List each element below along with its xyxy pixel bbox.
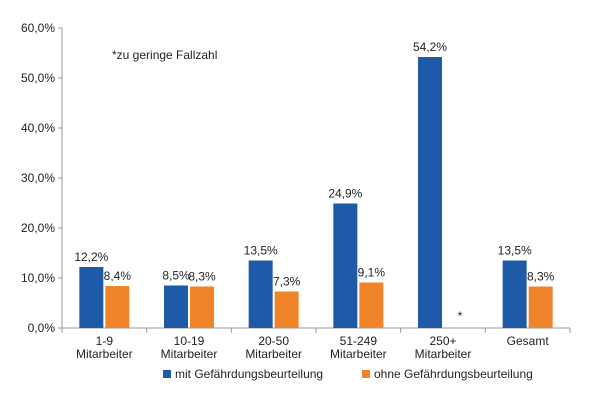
bar-value-label: 9,1% bbox=[358, 266, 386, 280]
bar-value-label: 8,3% bbox=[527, 270, 555, 284]
bar-mit bbox=[164, 285, 188, 328]
chart-note: *zu geringe Fallzahl bbox=[112, 48, 217, 62]
bar-value-label: 13,5% bbox=[244, 244, 278, 258]
bar-mit bbox=[418, 57, 442, 328]
y-tick-label: 0,0% bbox=[28, 321, 56, 335]
bar-value-label: 8,3% bbox=[188, 270, 216, 284]
bar-ohne bbox=[190, 286, 214, 328]
x-category-label: 250+ Mitarbeiter bbox=[415, 334, 472, 361]
bar-value-label: 8,5% bbox=[162, 269, 190, 283]
legend-label: ohne Gefährdungsbeurteilung bbox=[374, 367, 533, 381]
y-tick-label: 50,0% bbox=[21, 71, 55, 85]
legend: mit Gefährdungsbeurteilung ohne Gefährdun… bbox=[163, 367, 533, 381]
bars bbox=[79, 57, 553, 328]
y-tick-label: 10,0% bbox=[21, 271, 55, 285]
x-category-label: Gesamt bbox=[507, 334, 550, 348]
y-tick-label: 30,0% bbox=[21, 171, 55, 185]
bar-mit bbox=[502, 260, 527, 328]
legend-swatch bbox=[163, 370, 171, 378]
legend-swatch bbox=[362, 370, 370, 378]
bar-mit bbox=[248, 260, 273, 328]
x-category-label: 20-50 Mitarbeiter bbox=[245, 334, 302, 361]
x-category-label: 51-249 Mitarbeiter bbox=[330, 334, 387, 361]
bar-mit bbox=[79, 267, 104, 328]
bar-ohne bbox=[528, 286, 553, 328]
insufficient-sample-marker: * bbox=[458, 309, 463, 323]
bar-ohne bbox=[105, 286, 130, 328]
bar-mit bbox=[333, 203, 358, 328]
x-axis: 1-9 Mitarbeiter 10-19 Mitarbeiter 20-50 Mitar… bbox=[61, 327, 571, 361]
x-category-label: 1-9 Mitarbeiter bbox=[76, 334, 133, 361]
legend-label: mit Gefährdungsbeurteilung bbox=[175, 367, 323, 381]
data-labels: 12,2% 8,5% 13,5% 24,9% 54,2% 13,5% 8,4% 8,3% 7,3… bbox=[74, 40, 554, 323]
bar-value-label: 24,9% bbox=[328, 187, 362, 201]
bar-ohne bbox=[359, 282, 384, 328]
y-tick-label: 60,0% bbox=[21, 21, 55, 35]
x-category-label: 10-19 Mitarbeiter bbox=[161, 334, 218, 361]
bar-value-label: 12,2% bbox=[74, 250, 108, 264]
y-axis: 0,0% 10,0% 20,0% 30,0% 40,0% 50,0% 60,0% bbox=[21, 21, 63, 335]
bar-value-label: 8,4% bbox=[104, 269, 132, 283]
y-tick-label: 40,0% bbox=[21, 121, 55, 135]
bar-value-label: 13,5% bbox=[498, 244, 532, 258]
bar-value-label: 7,3% bbox=[273, 275, 301, 289]
bar-ohne bbox=[274, 291, 299, 328]
y-tick-label: 20,0% bbox=[21, 221, 55, 235]
bar-value-label: 54,2% bbox=[413, 40, 447, 54]
